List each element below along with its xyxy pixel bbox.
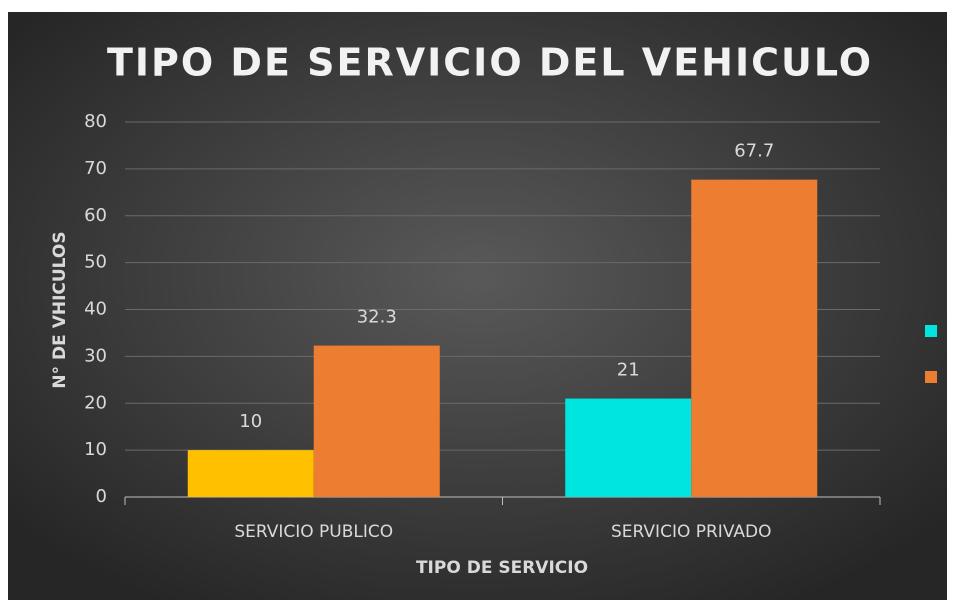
data-label: 32.3 — [357, 307, 397, 328]
y-tick-label: 0 — [96, 486, 107, 507]
y-tick-label: 40 — [84, 299, 107, 320]
y-tick-label: 60 — [84, 205, 107, 226]
x-tick-label: SERVICIO PUBLICO — [234, 522, 393, 542]
y-tick-label: 30 — [84, 345, 107, 366]
legend-swatch — [925, 371, 937, 383]
bar — [313, 345, 440, 497]
chart-title: TIPO DE SERVICIO DEL VEHICULO — [107, 41, 873, 85]
data-label: 10 — [239, 411, 262, 432]
x-tick-label: SERVICIO PRIVADO — [611, 522, 771, 542]
y-tick-label: 20 — [84, 392, 107, 413]
x-axis-title: TIPO DE SERVICIO — [416, 558, 588, 578]
y-tick-label: 70 — [84, 158, 107, 179]
legend-swatch — [925, 325, 937, 337]
bar — [691, 179, 818, 497]
bar — [187, 450, 314, 497]
y-tick-label: 50 — [84, 252, 107, 273]
y-tick-label: 10 — [84, 439, 107, 460]
bar — [565, 398, 692, 497]
data-label: 67.7 — [734, 141, 774, 162]
y-axis-title: N° DE VHICULOS — [50, 231, 70, 388]
y-tick-label: 80 — [84, 111, 107, 132]
data-label: 21 — [617, 360, 640, 381]
